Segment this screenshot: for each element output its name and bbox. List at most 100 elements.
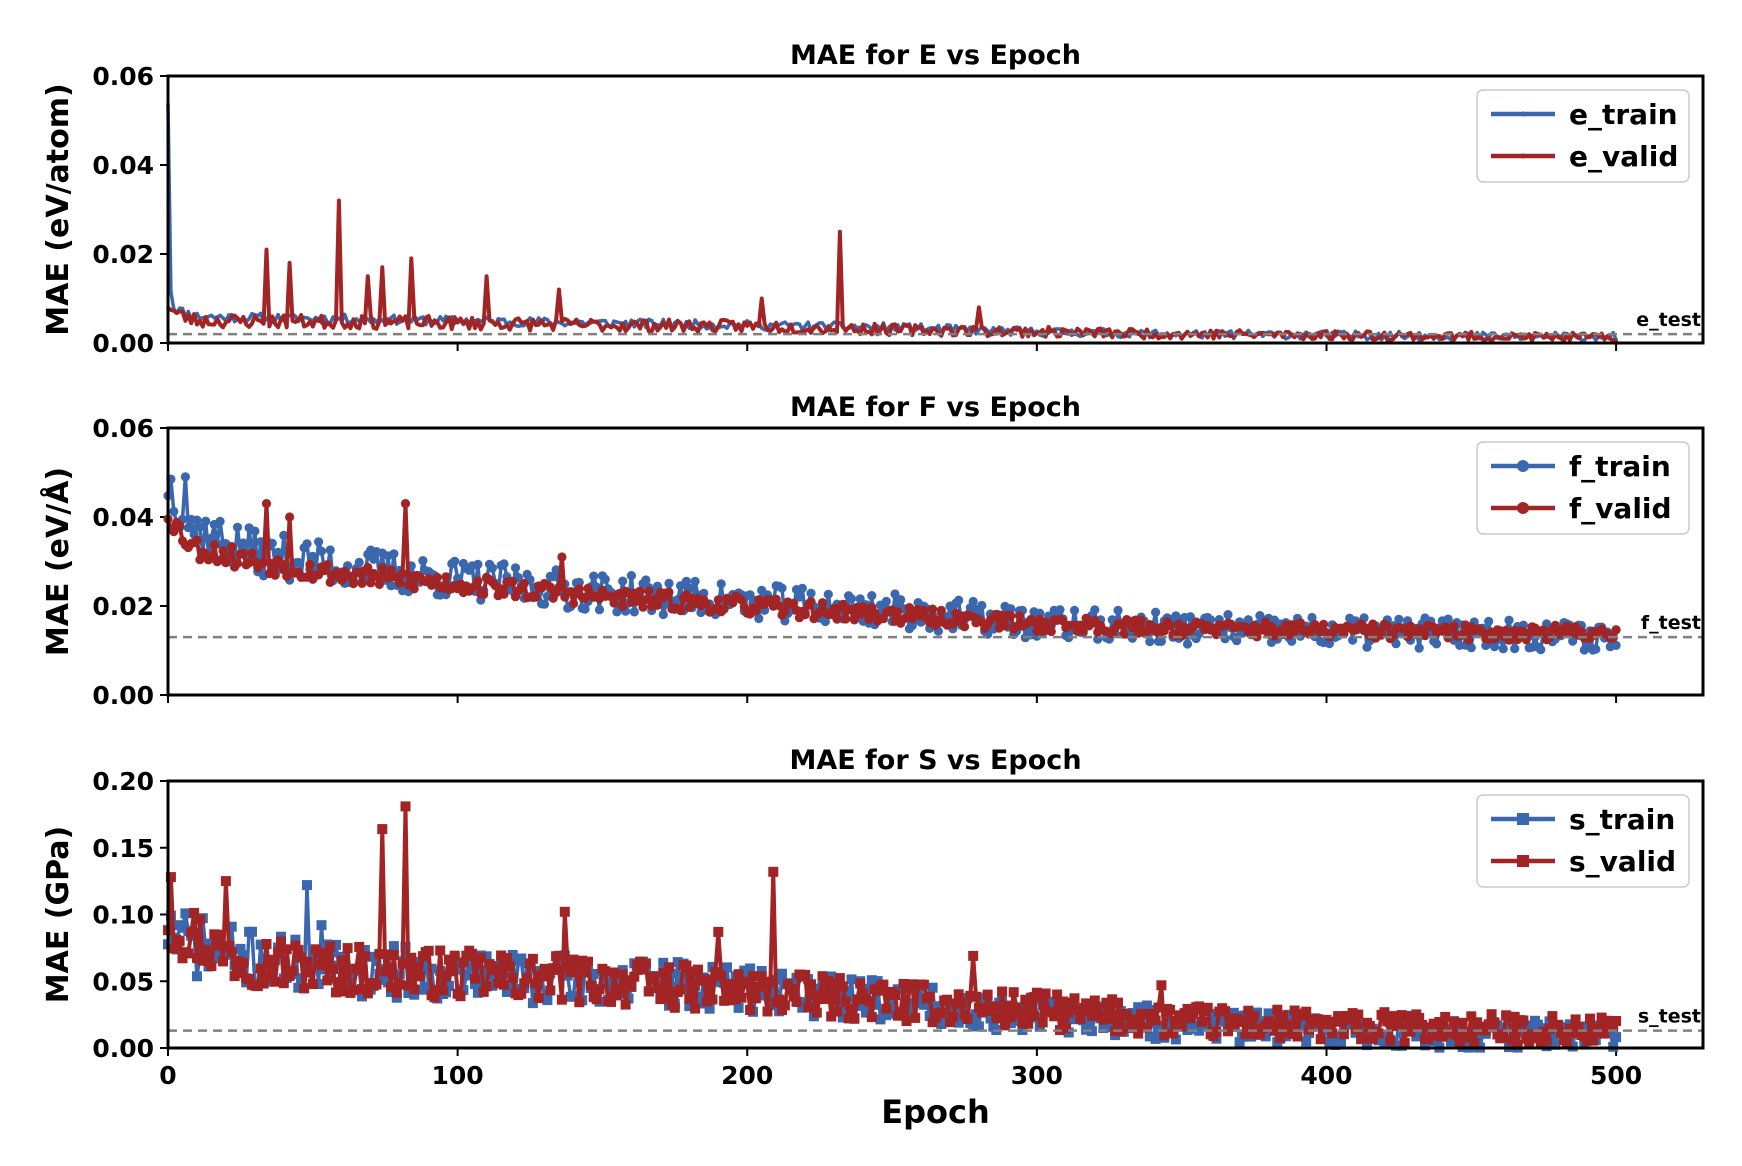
data-point xyxy=(444,320,448,325)
data-point xyxy=(215,516,225,527)
data-point xyxy=(1431,1030,1442,1041)
data-point xyxy=(1032,333,1036,338)
data-point xyxy=(629,321,634,325)
data-point xyxy=(255,939,266,950)
data-point xyxy=(953,989,964,1000)
data-point xyxy=(1156,980,1167,991)
data-point xyxy=(264,247,269,252)
data-point xyxy=(1136,1008,1147,1019)
data-point xyxy=(1364,1021,1375,1031)
data-point xyxy=(765,976,776,987)
data-point xyxy=(1454,1023,1465,1034)
data-point xyxy=(742,320,747,325)
data-point xyxy=(1055,334,1059,339)
data-point xyxy=(455,964,466,975)
data-point xyxy=(997,986,1008,997)
data-point xyxy=(768,866,779,877)
data-point xyxy=(238,538,248,548)
data-point xyxy=(1402,1011,1413,1021)
data-point xyxy=(803,324,807,328)
data-point xyxy=(1382,1016,1393,1027)
data-point xyxy=(322,975,333,986)
data-point xyxy=(852,329,857,334)
data-point xyxy=(293,320,298,324)
data-point xyxy=(1214,329,1219,333)
data-point xyxy=(615,325,619,330)
data-point xyxy=(177,922,188,933)
data-point xyxy=(745,1005,756,1015)
legend-marker xyxy=(1517,502,1529,514)
data-point xyxy=(1162,335,1167,339)
data-point xyxy=(174,311,179,315)
data-point xyxy=(279,317,283,322)
series-e_valid xyxy=(166,198,1618,343)
data-point xyxy=(470,979,480,989)
data-point xyxy=(264,972,275,983)
data-point xyxy=(945,323,949,327)
data-point xyxy=(510,321,515,326)
data-point xyxy=(299,313,304,317)
data-point xyxy=(244,974,255,984)
data-point xyxy=(1428,1018,1439,1029)
data-point xyxy=(325,577,335,588)
data-point xyxy=(832,328,836,332)
data-point xyxy=(560,319,564,324)
data-point xyxy=(563,323,567,328)
data-point xyxy=(527,953,538,964)
data-point xyxy=(516,324,521,329)
data-point xyxy=(702,599,712,609)
data-point xyxy=(982,989,993,1000)
data-point xyxy=(1122,334,1126,339)
data-point xyxy=(973,1021,984,1032)
data-point xyxy=(756,971,767,982)
data-point xyxy=(1428,1036,1439,1047)
data-point xyxy=(568,990,579,1001)
data-point xyxy=(591,319,596,324)
data-point xyxy=(539,963,550,974)
data-point xyxy=(1104,328,1109,333)
data-point xyxy=(783,329,787,334)
data-point xyxy=(192,953,202,964)
data-point xyxy=(337,198,341,203)
data-point xyxy=(1368,619,1378,629)
data-point xyxy=(296,952,307,963)
data-point xyxy=(609,967,619,978)
data-point xyxy=(1422,1034,1433,1045)
data-point xyxy=(1347,337,1352,342)
data-point xyxy=(1009,329,1013,333)
data-point xyxy=(180,306,185,311)
data-point xyxy=(895,1007,906,1018)
data-point xyxy=(942,994,953,1005)
data-point xyxy=(725,326,729,330)
data-point xyxy=(360,314,364,319)
data-point xyxy=(907,979,918,990)
data-point xyxy=(707,320,712,325)
legend-marker xyxy=(1520,111,1526,117)
data-point xyxy=(655,994,666,1005)
data-point xyxy=(1098,326,1103,331)
data-point xyxy=(779,1000,790,1011)
data-point xyxy=(316,319,321,323)
data-point xyxy=(641,595,651,605)
data-point xyxy=(947,1012,958,1022)
data-point xyxy=(452,957,463,968)
data-point xyxy=(484,274,489,279)
data-point xyxy=(359,951,370,962)
data-point xyxy=(539,599,550,609)
data-point xyxy=(363,321,367,326)
data-point xyxy=(519,578,529,589)
legend-label: f_train xyxy=(1569,450,1671,483)
data-point xyxy=(979,1005,990,1016)
data-point xyxy=(817,327,822,331)
data-point xyxy=(507,972,518,983)
data-point xyxy=(806,327,810,332)
data-point xyxy=(209,540,219,550)
data-point xyxy=(855,328,860,333)
data-point xyxy=(1475,336,1479,341)
data-point xyxy=(936,323,941,328)
y-axis-label: MAE (eV/atom) xyxy=(41,83,76,335)
data-point xyxy=(574,584,584,594)
data-point xyxy=(331,315,335,319)
data-point xyxy=(441,325,445,330)
data-point xyxy=(948,326,952,331)
